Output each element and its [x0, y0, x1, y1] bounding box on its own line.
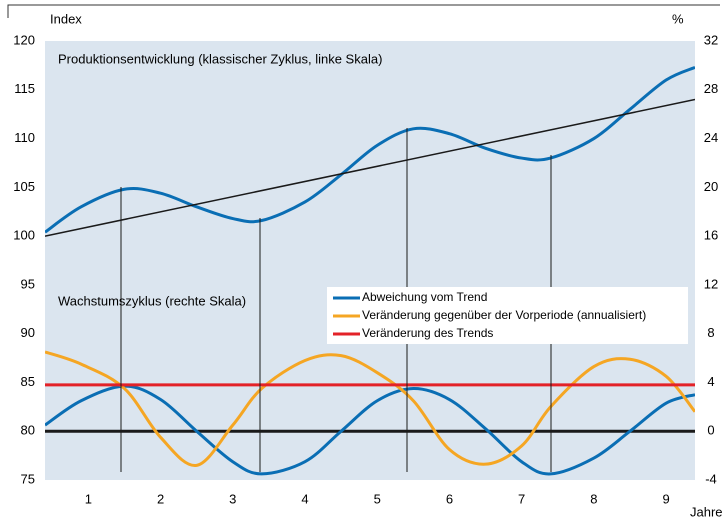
y2-tick-label: 24 — [704, 130, 718, 145]
y-tick-label: 105 — [13, 179, 35, 194]
legend-box — [327, 287, 688, 344]
y-tick-label: 90 — [21, 325, 35, 340]
annotation: Wachstumszyklus (rechte Skala) — [58, 293, 246, 308]
y2-tick-label: 4 — [707, 374, 714, 389]
series-line — [45, 384, 695, 476]
series-line — [45, 350, 695, 467]
y-tick-label: 110 — [14, 130, 35, 145]
y2-tick-label: 8 — [707, 325, 714, 340]
y2-tick-label: 16 — [704, 228, 718, 243]
x-tick-label: 2 — [157, 491, 164, 506]
x-tick-label: 7 — [518, 491, 525, 506]
series-line — [45, 98, 695, 237]
y-tick-label: 95 — [21, 276, 35, 291]
x-tick-label: 3 — [229, 491, 236, 506]
x-tick-label: 4 — [301, 491, 308, 506]
y-tick-label: 80 — [21, 423, 35, 438]
y-tick-label: 120 — [13, 32, 35, 47]
x-tick-label: 6 — [446, 491, 453, 506]
x-tick-label: 8 — [590, 491, 597, 506]
y2-tick-label: 20 — [704, 179, 718, 194]
y2-tick-label: 12 — [704, 276, 718, 291]
y2-tick-label: -4 — [705, 471, 717, 486]
y-tick-label: 100 — [13, 228, 35, 243]
legend-label: Veränderung des Trends — [362, 326, 493, 340]
y-tick-label: 85 — [21, 374, 35, 389]
x-axis-label: Jahre — [690, 504, 723, 519]
x-tick-label: 5 — [374, 491, 381, 506]
annotation: Produktionsentwicklung (klassischer Zykl… — [58, 51, 382, 66]
y2-axis-label: % — [672, 11, 684, 26]
plot-content — [45, 65, 695, 476]
legend-label: Abweichung vom Trend — [362, 290, 487, 304]
y2-tick-label: 28 — [704, 81, 718, 96]
y-axis-label: Index — [50, 11, 82, 26]
series-line — [45, 65, 695, 234]
legend-label: Veränderung gegenüber der Vorperiode (an… — [362, 308, 646, 322]
x-tick-label: 1 — [85, 491, 92, 506]
y2-tick-label: 32 — [704, 32, 718, 47]
y-tick-label: 75 — [21, 471, 35, 486]
x-tick-label: 9 — [662, 491, 669, 506]
y-tick-label: 115 — [14, 81, 35, 96]
y2-tick-label: 0 — [707, 423, 714, 438]
frame — [7, 4, 720, 18]
